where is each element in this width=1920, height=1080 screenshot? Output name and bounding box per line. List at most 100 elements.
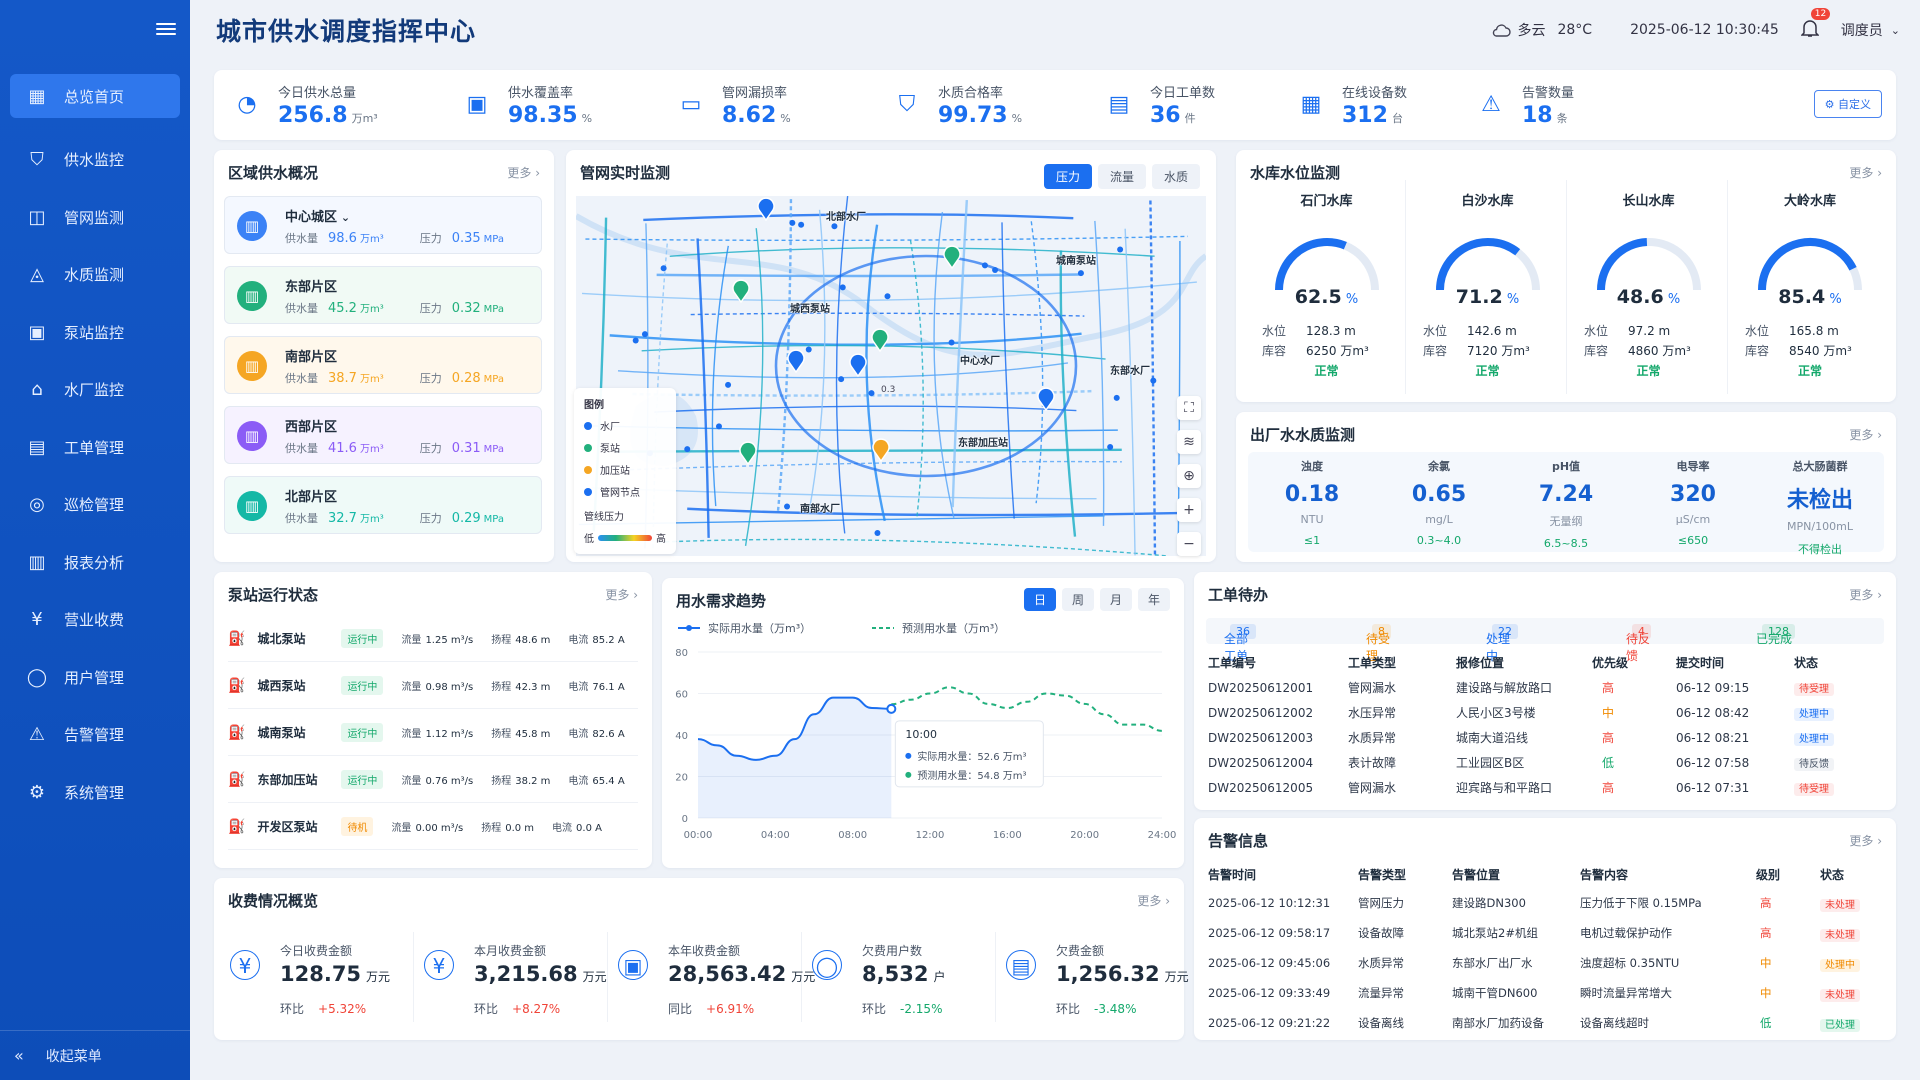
pipe-node[interactable] — [839, 284, 846, 291]
pipe-tab[interactable]: 水质 — [1151, 164, 1200, 189]
table-row[interactable]: DW20250612004 表计故障 工业园区B区 低 06-12 07:58 待反馈 — [1208, 750, 1882, 775]
pipe-node[interactable] — [992, 266, 999, 273]
demand-tab[interactable]: 周 — [1061, 588, 1094, 611]
zoom-out-icon[interactable]: − — [1177, 532, 1201, 556]
pump-station-marker[interactable] — [943, 245, 961, 270]
layers-icon[interactable]: ≋ — [1177, 430, 1201, 454]
water-plant-marker[interactable] — [757, 197, 775, 222]
work-order-tab[interactable]: 待受理 8 — [1366, 624, 1391, 663]
pipe-tab[interactable]: 流量 — [1097, 164, 1146, 189]
pipe-node[interactable] — [805, 346, 812, 353]
pipe-node[interactable] — [715, 423, 722, 430]
water-plant-marker[interactable] — [849, 353, 867, 378]
pipe-node[interactable] — [874, 529, 881, 536]
sidebar-item-12[interactable]: ⚙ 系统管理 — [0, 764, 190, 822]
table-row[interactable]: 2025-06-12 09:45:06 水质异常 东部水厂出厂水 浊度超标 0.35N… — [1208, 948, 1888, 978]
sidebar-item-3[interactable]: ◬ 水质监测 — [0, 246, 190, 304]
pipe-node[interactable] — [1107, 443, 1114, 450]
pipe-node[interactable] — [838, 376, 845, 383]
sidebar-item-8[interactable]: ▥ 报表分析 — [0, 534, 190, 592]
user-menu[interactable]: 调度员 ⌄ — [1841, 20, 1900, 40]
sidebar-item-4[interactable]: ▣ 泵站监控 — [0, 304, 190, 362]
region-item[interactable]: ▥ 北部片区 供水量 32.7 万m³ 压力 0.29 MPa — [224, 476, 542, 534]
customize-button[interactable]: ⚙ 自定义 — [1813, 90, 1882, 118]
zoom-in-icon[interactable]: + — [1177, 498, 1201, 522]
table-row[interactable]: DW20250612005 管网漏水 迎宾路与和平路口 高 06-12 07:31 待受理 — [1208, 775, 1882, 800]
table-row[interactable]: DW20250612003 水质异常 城南大道沿线 高 06-12 08:21 处理中 — [1208, 725, 1882, 750]
sidebar-item-7[interactable]: ◎ 巡检管理 — [0, 476, 190, 534]
reservoir-item[interactable]: 白沙水库 71.2 % 水位 142.6 m 库容 7120 万m³ 正常 — [1409, 180, 1567, 394]
pipe-node[interactable] — [684, 446, 691, 453]
water-plant-marker[interactable] — [871, 328, 889, 353]
pump-more-link[interactable]: 更多 › — [605, 588, 638, 602]
table-row[interactable]: 2025-06-12 09:58:17 设备故障 城北泵站2#机组 电机过载保护动作 高… — [1208, 918, 1888, 948]
pump-row[interactable]: ⛽ 城北泵站 运行中 流量 1.25 m³/s 扬程 48.6 m 电流 85.2 A — [228, 616, 638, 662]
pipe-node[interactable] — [981, 262, 988, 269]
pipe-node[interactable] — [798, 221, 805, 228]
pipe-node[interactable] — [660, 265, 667, 272]
locate-icon[interactable]: ⊕ — [1177, 464, 1201, 488]
pump-row[interactable]: ⛽ 开发区泵站 待机 流量 0.00 m³/s 扬程 0.0 m 电流 0.0 A — [228, 804, 638, 850]
sidebar-item-0[interactable]: ▦ 总览首页 — [10, 74, 180, 118]
pump-station-marker[interactable] — [732, 279, 750, 304]
chevron-down-icon[interactable]: ⌄ — [337, 211, 351, 224]
region-item[interactable]: ▥ 西部片区 供水量 41.6 万m³ 压力 0.31 MPa — [224, 406, 542, 464]
sidebar-item-10[interactable]: ◯ 用户管理 — [0, 649, 190, 707]
sidebar-item-6[interactable]: ▤ 工单管理 — [0, 419, 190, 477]
work-order-tab[interactable]: 已完成 128 — [1756, 624, 1795, 646]
demand-tab[interactable]: 月 — [1099, 588, 1132, 611]
water-plant-marker[interactable] — [787, 349, 805, 374]
reservoir-more-link[interactable]: 更多 › — [1849, 166, 1882, 180]
pipe-node[interactable] — [789, 219, 796, 226]
collapse-menu-button[interactable]: « 收起菜单 — [0, 1030, 190, 1080]
hover-point[interactable] — [886, 703, 897, 714]
table-row[interactable]: 2025-06-12 09:21:22 设备离线 南部水厂加药设备 设备离线超时 低 已处… — [1208, 1008, 1888, 1038]
booster-station-marker[interactable] — [872, 438, 890, 463]
region-item[interactable]: ▥ 中心城区 ⌄ 供水量 98.6 万m³ 压力 0.35 MPa — [224, 196, 542, 254]
pump-row[interactable]: ⛽ 东部加压站 运行中 流量 0.76 m³/s 扬程 38.2 m 电流 65.4 A — [228, 757, 638, 803]
pipe-node[interactable] — [1077, 270, 1084, 277]
table-row[interactable]: 2025-06-12 10:12:31 管网压力 建设路DN300 压力低于下限 0.… — [1208, 888, 1888, 918]
pipe-node[interactable] — [641, 331, 648, 338]
pipe-node[interactable] — [831, 223, 838, 230]
pipe-node[interactable] — [948, 339, 955, 346]
region-item[interactable]: ▥ 南部片区 供水量 38.7 万m³ 压力 0.28 MPa — [224, 336, 542, 394]
water-plant-marker[interactable] — [1037, 387, 1055, 412]
pump-station-marker[interactable] — [739, 441, 757, 466]
table-row[interactable]: DW20250612002 水压异常 人民小区3号楼 中 06-12 08:42 处理中 — [1208, 700, 1882, 725]
work-order-tab[interactable]: 全部工单 36 — [1224, 624, 1256, 663]
pipe-node[interactable] — [884, 293, 891, 300]
pipe-node[interactable] — [725, 381, 732, 388]
demand-chart[interactable]: 0 20 40 60 80 00:00 04:00 08:00 12:00 16:00 20:00 2… — [662, 618, 1184, 868]
sidebar-item-5[interactable]: ⌂ 水厂监控 — [0, 361, 190, 419]
pipe-node[interactable] — [1150, 377, 1157, 384]
pipe-tab[interactable]: 压力 — [1043, 164, 1092, 189]
notification-button[interactable]: 12 — [1799, 8, 1831, 42]
reservoir-item[interactable]: 大岭水库 85.4 % 水位 165.8 m 库容 8540 万m³ 正常 — [1731, 180, 1889, 394]
work-order-more-link[interactable]: 更多 › — [1849, 588, 1882, 602]
alarm-more-link[interactable]: 更多 › — [1849, 834, 1882, 848]
pipe-node[interactable] — [1113, 394, 1120, 401]
table-row[interactable]: 2025-06-12 09:33:49 流量异常 城南干管DN600 瞬时流量异常增大… — [1208, 978, 1888, 1008]
sidebar-item-1[interactable]: ⛉ 供水监控 — [0, 131, 190, 189]
sidebar-item-2[interactable]: ◫ 管网监测 — [0, 189, 190, 247]
region-item[interactable]: ▥ 东部片区 供水量 45.2 万m³ 压力 0.32 MPa — [224, 266, 542, 324]
reservoir-item[interactable]: 石门水库 62.5 % 水位 128.3 m 库容 6250 万m³ 正常 — [1248, 180, 1406, 394]
sidebar-item-9[interactable]: ¥ 营业收费 — [0, 591, 190, 649]
fee-more-link[interactable]: 更多 › — [1137, 894, 1170, 908]
pipe-node[interactable] — [784, 503, 791, 510]
region-more-link[interactable]: 更多 › — [507, 166, 540, 180]
demand-tab[interactable]: 日 — [1023, 588, 1056, 611]
pump-row[interactable]: ⛽ 城西泵站 运行中 流量 0.98 m³/s 扬程 42.3 m 电流 76.1 A — [228, 663, 638, 709]
water-quality-more-link[interactable]: 更多 › — [1849, 428, 1882, 442]
pipe-node[interactable] — [1117, 246, 1124, 253]
sidebar-item-11[interactable]: ⚠ 告警管理 — [0, 706, 190, 764]
demand-tab[interactable]: 年 — [1137, 588, 1170, 611]
reservoir-item[interactable]: 长山水库 48.6 % 水位 97.2 m 库容 4860 万m³ 正常 — [1570, 180, 1728, 394]
pump-row[interactable]: ⛽ 城南泵站 运行中 流量 1.12 m³/s 扬程 45.8 m 电流 82.6 A — [228, 710, 638, 756]
work-order-tab[interactable]: 待反馈 4 — [1626, 624, 1651, 663]
fullscreen-icon[interactable]: ⛶ — [1177, 396, 1201, 420]
menu-toggle-icon[interactable] — [156, 20, 176, 38]
work-order-tab[interactable]: 处理中 22 — [1486, 624, 1518, 663]
pipe-node[interactable] — [868, 390, 875, 397]
